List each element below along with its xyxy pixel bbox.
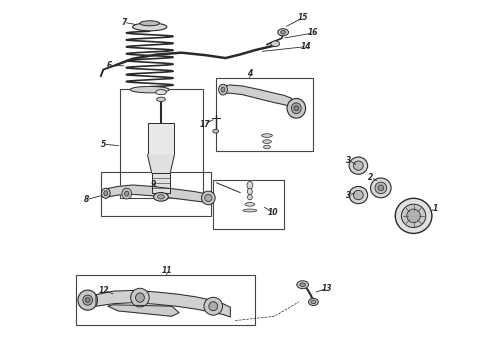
Text: 10: 10 [268,208,279,217]
Ellipse shape [353,190,363,200]
Text: 8: 8 [84,195,89,204]
Ellipse shape [287,98,306,118]
Ellipse shape [247,188,252,195]
Bar [216,78,314,151]
Bar [213,180,284,229]
Bar [147,123,174,155]
Bar [101,172,211,216]
Ellipse shape [221,87,225,92]
Ellipse shape [395,198,432,233]
Ellipse shape [292,103,301,114]
Ellipse shape [154,193,168,201]
Ellipse shape [264,145,270,149]
Ellipse shape [124,191,129,196]
Text: 5: 5 [100,140,106,149]
Bar [76,275,255,325]
Ellipse shape [156,90,166,95]
Bar [121,89,203,198]
Ellipse shape [349,157,368,174]
Ellipse shape [370,178,391,198]
Text: 6: 6 [106,61,112,70]
Ellipse shape [130,86,169,93]
Text: 15: 15 [297,13,308,22]
Text: 1: 1 [433,204,438,213]
Text: 17: 17 [199,120,210,129]
Ellipse shape [83,295,93,305]
Ellipse shape [136,293,145,302]
Ellipse shape [85,298,90,303]
Ellipse shape [407,209,420,223]
Text: 2: 2 [368,173,374,182]
Ellipse shape [201,191,215,205]
Ellipse shape [297,281,309,289]
Ellipse shape [349,186,368,204]
Ellipse shape [271,41,280,46]
Text: 11: 11 [162,266,172,275]
Polygon shape [147,155,174,173]
Ellipse shape [101,188,110,198]
Text: 16: 16 [308,28,318,37]
Ellipse shape [278,29,289,36]
Text: 4: 4 [247,69,252,78]
Text: 3: 3 [346,156,351,165]
Ellipse shape [131,288,149,307]
Ellipse shape [375,182,387,194]
Bar [152,173,170,193]
Polygon shape [108,305,179,316]
Ellipse shape [353,161,363,170]
Polygon shape [223,85,292,107]
Ellipse shape [205,194,212,202]
Ellipse shape [263,140,271,143]
Ellipse shape [401,204,426,228]
Ellipse shape [133,23,167,31]
Ellipse shape [122,188,132,199]
Ellipse shape [378,185,384,191]
Text: 9: 9 [150,180,156,189]
Polygon shape [96,291,230,317]
Ellipse shape [247,181,253,189]
Ellipse shape [104,191,108,196]
Ellipse shape [311,300,316,304]
Ellipse shape [204,297,222,315]
Polygon shape [106,185,206,202]
Ellipse shape [247,195,252,200]
Text: 12: 12 [99,286,110,295]
Ellipse shape [157,97,165,102]
Ellipse shape [78,290,98,310]
Ellipse shape [309,298,318,306]
Ellipse shape [158,195,164,199]
Ellipse shape [140,21,159,26]
Ellipse shape [300,283,306,287]
Ellipse shape [213,130,219,133]
Ellipse shape [209,302,218,311]
Ellipse shape [219,84,227,95]
Ellipse shape [245,203,255,206]
Text: 3: 3 [346,190,351,199]
Text: 7: 7 [121,18,126,27]
Ellipse shape [281,31,286,34]
Ellipse shape [262,134,272,137]
Ellipse shape [243,209,257,212]
Text: 14: 14 [301,42,311,51]
Text: 13: 13 [322,284,332,293]
Ellipse shape [294,106,299,111]
